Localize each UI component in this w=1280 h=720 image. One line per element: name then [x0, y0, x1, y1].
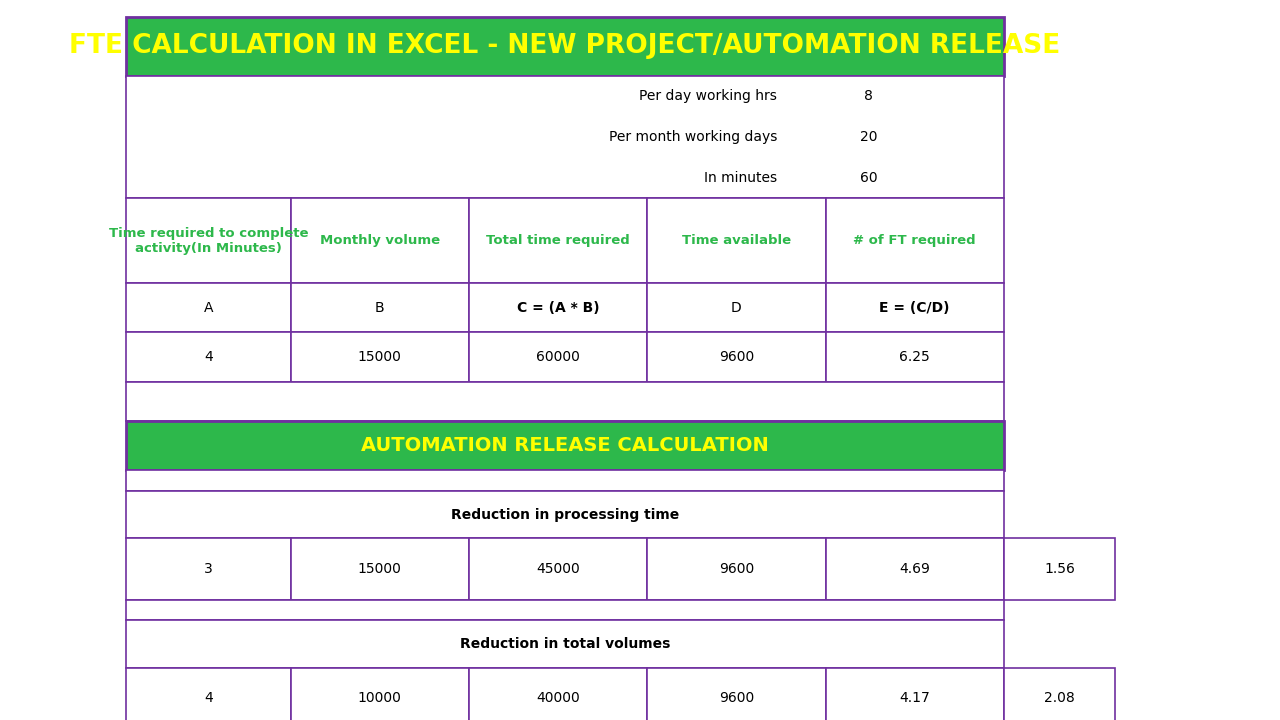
- Text: 15000: 15000: [358, 562, 402, 576]
- Text: 45000: 45000: [536, 562, 580, 576]
- Bar: [826, 667, 1004, 720]
- Bar: [291, 333, 468, 382]
- Bar: [468, 539, 648, 600]
- Bar: [648, 539, 826, 600]
- Bar: [468, 667, 648, 720]
- Bar: [127, 333, 291, 382]
- Bar: [127, 283, 291, 333]
- Bar: [648, 667, 826, 720]
- Text: 4: 4: [204, 691, 212, 706]
- Bar: [127, 470, 1004, 491]
- Bar: [468, 198, 648, 283]
- Text: 4.17: 4.17: [900, 691, 931, 706]
- Text: FTE CALCULATION IN EXCEL - NEW PROJECT/AUTOMATION RELEASE: FTE CALCULATION IN EXCEL - NEW PROJECT/A…: [69, 33, 1061, 59]
- Text: Per month working days: Per month working days: [609, 130, 777, 144]
- Bar: [127, 600, 1004, 621]
- Text: 9600: 9600: [719, 691, 754, 706]
- Bar: [468, 333, 648, 382]
- Text: 3: 3: [204, 562, 212, 576]
- Text: B: B: [375, 301, 385, 315]
- Text: D: D: [731, 301, 742, 315]
- Text: Time required to complete
activity(In Minutes): Time required to complete activity(In Mi…: [109, 227, 308, 255]
- Text: 15000: 15000: [358, 350, 402, 364]
- Bar: [648, 283, 826, 333]
- Text: 4: 4: [204, 350, 212, 364]
- Text: Monthly volume: Monthly volume: [320, 234, 440, 247]
- Bar: [127, 491, 1004, 539]
- Text: 9600: 9600: [719, 562, 754, 576]
- Bar: [1004, 667, 1115, 720]
- Bar: [291, 539, 468, 600]
- Bar: [291, 283, 468, 333]
- Text: 9600: 9600: [719, 350, 754, 364]
- Bar: [468, 283, 648, 333]
- Text: 10000: 10000: [358, 691, 402, 706]
- Text: E = (C/D): E = (C/D): [879, 301, 950, 315]
- Bar: [127, 76, 1004, 198]
- Text: Reduction in total volumes: Reduction in total volumes: [460, 637, 671, 651]
- Bar: [826, 539, 1004, 600]
- Bar: [826, 198, 1004, 283]
- Text: Time available: Time available: [682, 234, 791, 247]
- Bar: [127, 421, 1004, 470]
- Bar: [127, 667, 291, 720]
- Text: C = (A * B): C = (A * B): [517, 301, 599, 315]
- Bar: [826, 333, 1004, 382]
- Bar: [291, 198, 468, 283]
- Text: 6.25: 6.25: [900, 350, 931, 364]
- Bar: [1004, 539, 1115, 600]
- Bar: [648, 198, 826, 283]
- Bar: [127, 198, 291, 283]
- Bar: [291, 667, 468, 720]
- Text: 60: 60: [860, 171, 877, 185]
- Text: Per day working hrs: Per day working hrs: [639, 89, 777, 103]
- Bar: [826, 283, 1004, 333]
- Text: 20: 20: [860, 130, 877, 144]
- Text: # of FT required: # of FT required: [854, 234, 977, 247]
- Text: 4.69: 4.69: [900, 562, 931, 576]
- Text: 2.08: 2.08: [1044, 691, 1075, 706]
- Text: In minutes: In minutes: [704, 171, 777, 185]
- Bar: [648, 333, 826, 382]
- Text: 8: 8: [864, 89, 873, 103]
- Text: 40000: 40000: [536, 691, 580, 706]
- Bar: [127, 17, 1004, 76]
- Text: A: A: [204, 301, 214, 315]
- Text: 60000: 60000: [536, 350, 580, 364]
- Text: AUTOMATION RELEASE CALCULATION: AUTOMATION RELEASE CALCULATION: [361, 436, 769, 455]
- Text: 1.56: 1.56: [1044, 562, 1075, 576]
- Bar: [127, 539, 291, 600]
- Bar: [127, 621, 1004, 667]
- Text: Reduction in processing time: Reduction in processing time: [451, 508, 680, 522]
- Bar: [127, 382, 1004, 421]
- Text: Total time required: Total time required: [486, 234, 630, 247]
